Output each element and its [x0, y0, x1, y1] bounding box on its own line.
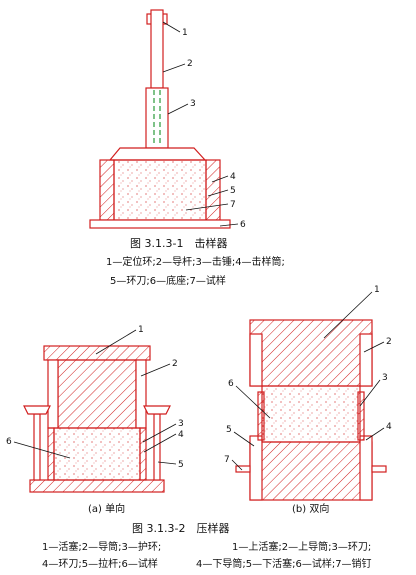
callout-b-3: 3 [382, 373, 388, 383]
pin-right [371, 465, 387, 473]
figure1-title: 图 3.1.3-1 击样器 [130, 237, 228, 250]
upper-guide-tube-right [359, 333, 373, 387]
lower-guide-tube-left [249, 435, 263, 501]
figure2a-callouts [13, 329, 177, 465]
figure2b-drawing [235, 319, 387, 501]
figure1-callouts [162, 21, 239, 227]
callout-b-2: 2 [386, 337, 392, 347]
callout-b-1: 1 [374, 285, 380, 295]
callout-a-5: 5 [178, 460, 184, 470]
cylinder-right-wall [205, 159, 221, 221]
sample [113, 159, 207, 221]
bottom-plate-a [29, 479, 165, 493]
callout-b-7: 7 [224, 455, 230, 465]
callout-b-6: 6 [228, 379, 234, 389]
figure1-drawing [89, 9, 231, 229]
callout-1: 1 [182, 28, 188, 38]
upper-guide-tube-left [249, 333, 263, 387]
callout-3: 3 [190, 99, 196, 109]
hammer [145, 87, 169, 149]
callout-a-3: 3 [178, 419, 184, 429]
lower-guide-tube-right [359, 435, 373, 501]
figure2b-legend-line1: 1—上活塞;2—上导筒;3—环刀; [232, 542, 372, 553]
ring-cutter-b-left [257, 391, 265, 441]
lower-piston [249, 441, 373, 501]
figure2b-callout-labels: 1 2 3 4 5 6 7 [224, 285, 392, 465]
figure2-title: 图 3.1.3-2 压样器 [132, 522, 230, 535]
callout-b-5: 5 [226, 425, 232, 435]
figure2a-legend-line2: 4—环刀;5—拉杆;6—试样 [42, 559, 158, 570]
base [89, 219, 231, 229]
pull-rod-left [33, 413, 41, 481]
callout-2: 2 [187, 59, 193, 69]
guide-tube-right [135, 359, 147, 429]
figure1-legend-line1: 1—定位环;2—导杆;3—击锤;4—击样筒; [106, 257, 285, 268]
callout-b-4: 4 [386, 422, 392, 432]
figure2b-callouts [231, 291, 385, 471]
sample-a [53, 427, 141, 481]
callout-a-1: 1 [138, 325, 144, 335]
subfigure-a-label: (a) 单向 [88, 502, 125, 515]
piston-body [57, 359, 137, 429]
callout-7: 7 [230, 200, 236, 210]
callout-6: 6 [240, 220, 246, 230]
hammer-head [108, 147, 207, 161]
callout-5: 5 [230, 186, 236, 196]
callout-a-6: 6 [6, 437, 12, 447]
figure2a-drawing [23, 345, 171, 493]
callout-4: 4 [230, 172, 236, 182]
callout-a-2: 2 [172, 359, 178, 369]
subfigure-b-label: (b) 双向 [292, 502, 329, 515]
pin-left [235, 465, 251, 473]
ring-cutter-b-right [357, 391, 365, 441]
guide-tube [47, 359, 59, 429]
cylinder-left-wall [99, 159, 115, 221]
figure1-legend-line2: 5—环刀;6—底座;7—试样 [110, 276, 226, 287]
callout-a-4: 4 [178, 430, 184, 440]
guide-rod [150, 9, 164, 89]
wing-nut-left [23, 405, 51, 415]
ring-left [47, 427, 55, 481]
figure2a-callout-labels: 1 2 3 4 5 6 [6, 325, 184, 470]
upper-piston [249, 319, 373, 387]
wing-nut-right [143, 405, 171, 415]
figure2b-legend-line2: 4—下导筒;5—下活塞;6—试样;7—销钉 [196, 559, 372, 570]
figure2a-legend-line1: 1—活塞;2—导筒;3—护环; [42, 542, 162, 553]
ring-right [139, 427, 147, 481]
pull-rod-right [153, 413, 161, 481]
figure1-callout-labels: 1 2 3 4 5 7 6 [182, 28, 246, 230]
sample-b [261, 385, 361, 443]
